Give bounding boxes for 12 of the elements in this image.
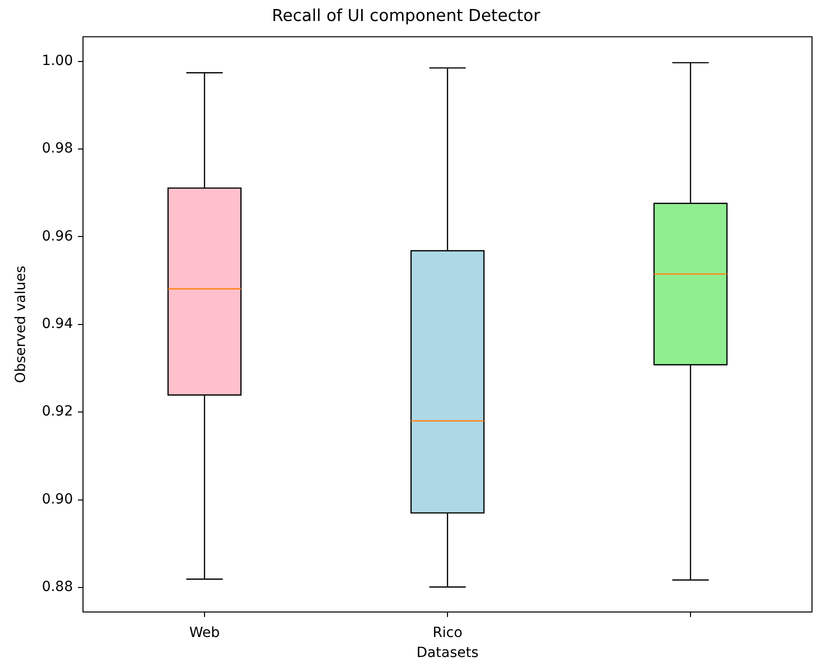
y-tick-label: 0.98 (42, 140, 73, 157)
y-tick-label: 0.90 (42, 491, 73, 508)
y-tick-label: 0.96 (42, 228, 74, 244)
x-tick-label: Rico (432, 625, 462, 642)
y-tick-label: 0.92 (42, 404, 73, 420)
chart-title: Recall of UI component Detector (272, 6, 540, 26)
x-axis-title: Datasets (416, 645, 479, 662)
y-tick-label: 0.88 (42, 579, 73, 596)
y-axis-title: Observed values (13, 266, 30, 384)
x-tick-label: Web (189, 625, 220, 642)
y-tick-label: 0.94 (42, 316, 74, 332)
y-tick-label: 1.00 (42, 52, 73, 69)
